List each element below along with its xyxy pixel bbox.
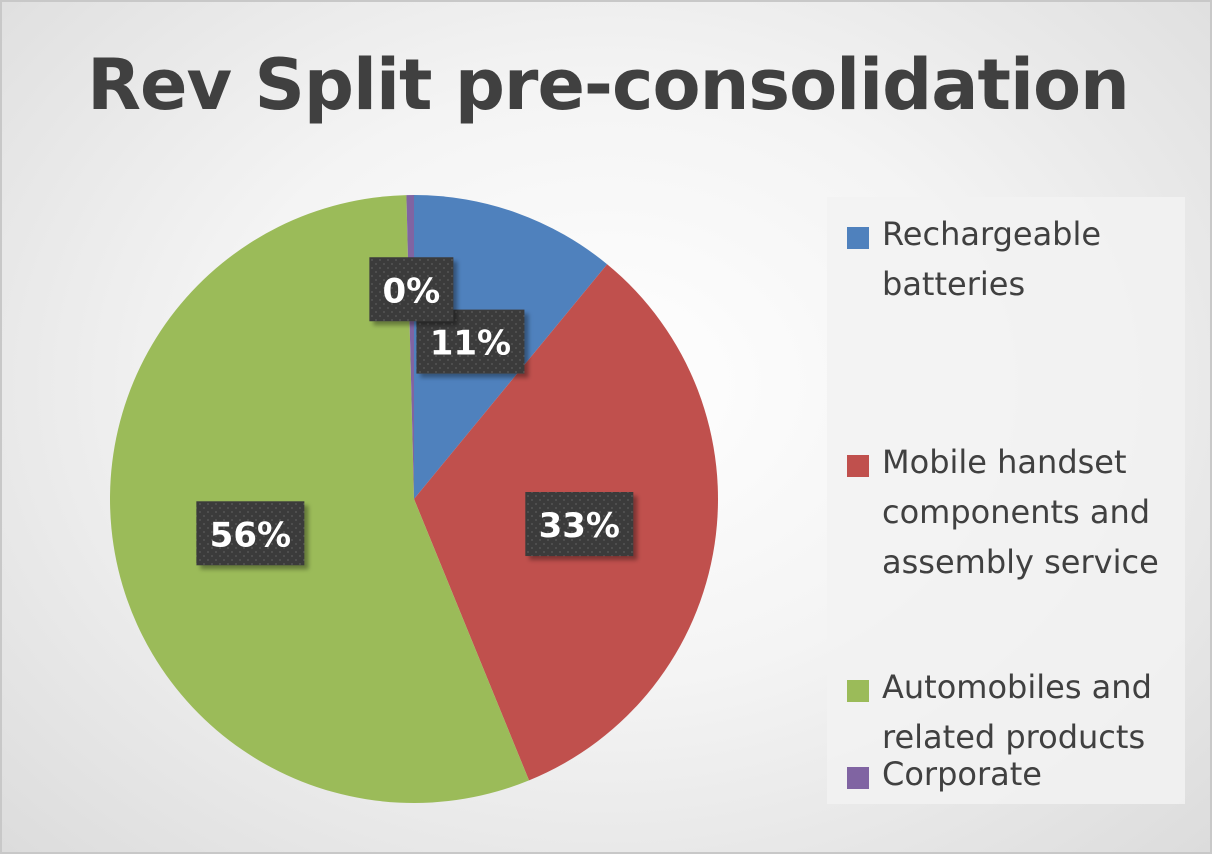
legend-label: Automobiles and related products — [882, 668, 1152, 756]
legend-label: Mobile handset components and assembly s… — [882, 443, 1159, 581]
legend-swatch — [847, 680, 869, 702]
legend-swatch — [847, 767, 869, 789]
data-label-text: 56% — [210, 515, 291, 555]
data-label-box — [525, 492, 634, 557]
legend: Rechargeable batteries Mobile handset co… — [827, 197, 1185, 804]
legend-swatch — [847, 227, 869, 249]
data-label-box — [196, 501, 305, 566]
data-label-box — [369, 257, 454, 322]
legend-swatch — [847, 455, 869, 477]
data-label-text: 0% — [383, 271, 441, 311]
data-label-text: 33% — [539, 506, 620, 546]
legend-label: Rechargeable batteries — [882, 215, 1102, 303]
legend-label: Corporate — [882, 755, 1042, 793]
data-label: 33% — [525, 492, 634, 557]
data-label: 56% — [196, 501, 305, 566]
slice-automobiles — [110, 195, 530, 804]
chart-title: Rev Split pre-consolidation — [87, 44, 1130, 126]
data-label-text: 11% — [430, 324, 511, 364]
data-label: 0% — [369, 257, 454, 322]
